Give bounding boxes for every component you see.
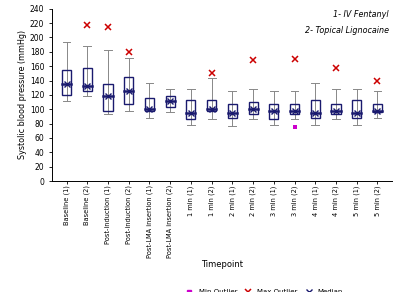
X-axis label: Timepoint: Timepoint xyxy=(201,260,243,269)
Text: 1- IV Fentanyl: 1- IV Fentanyl xyxy=(333,11,389,20)
Legend: Min Outlier, Max Outlier, Median: Min Outlier, Max Outlier, Median xyxy=(180,287,346,292)
Text: 2- Topical Lignocaine: 2- Topical Lignocaine xyxy=(305,26,389,35)
Y-axis label: Systolic blood pressure (mmHg): Systolic blood pressure (mmHg) xyxy=(18,30,27,159)
